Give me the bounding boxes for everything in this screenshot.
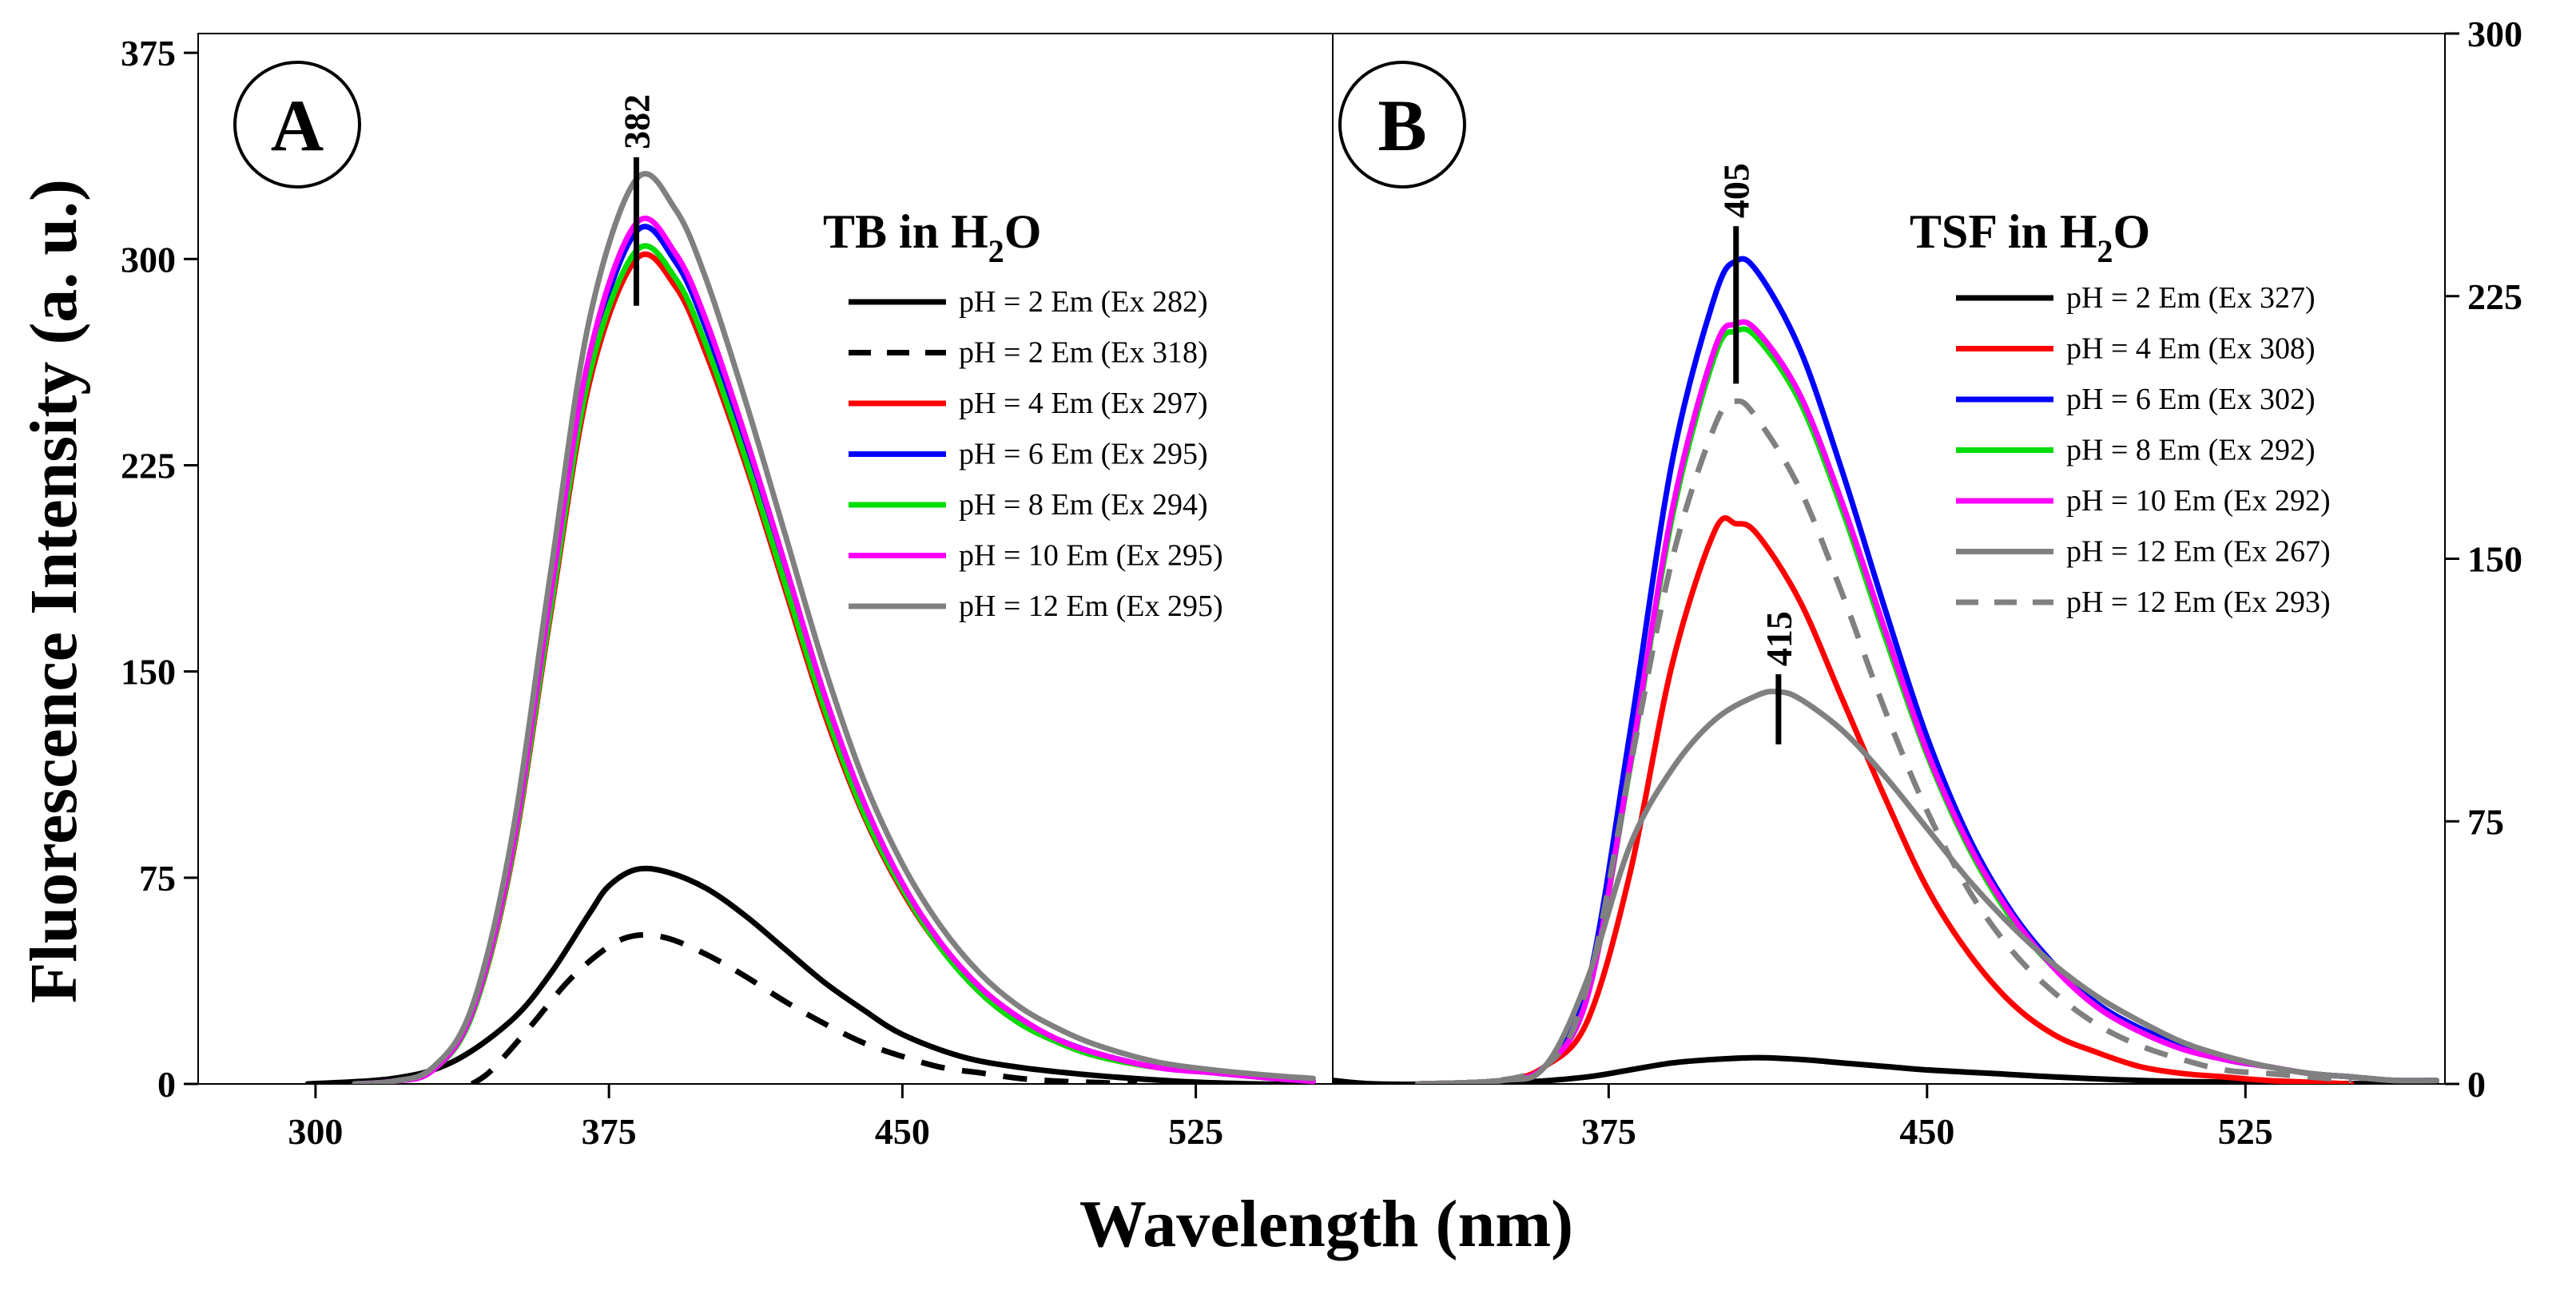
x-tick-label: 450: [1899, 1111, 1954, 1152]
x-tick-label: 525: [1168, 1111, 1223, 1152]
series-line-1: [304, 865, 1316, 1084]
legend-label: pH = 4 Em (Ex 297): [959, 387, 1208, 420]
y-tick-label: 225: [2467, 276, 2522, 317]
panel-title: TSF in H2O: [1910, 205, 2150, 269]
legend-label: pH = 4 Em (Ex 308): [2066, 332, 2316, 366]
legend-label: pH = 10 Em (Ex 292): [2066, 484, 2331, 518]
x-tick-label: 450: [875, 1111, 930, 1152]
panel-title-sub: 2: [988, 233, 1004, 269]
x-tick-label: 300: [288, 1111, 343, 1152]
peak-marker-label: 415: [1759, 611, 1799, 666]
legend-label: pH = 8 Em (Ex 292): [2066, 434, 2316, 467]
x-tick-label: 375: [1581, 1111, 1636, 1152]
legend-label: pH = 12 Em (Ex 295): [959, 589, 1223, 623]
panel-title-main: TSF in H: [1910, 205, 2097, 258]
series-line-6: [1414, 689, 2439, 1084]
y-tick-label: 0: [2467, 1064, 2486, 1105]
panel-title-end: O: [1004, 205, 1042, 258]
legend-label: pH = 10 Em (Ex 295): [959, 539, 1223, 573]
legend-label: pH = 2 Em (Ex 327): [2066, 281, 2316, 315]
legend-label: pH = 2 Em (Ex 282): [959, 285, 1208, 319]
x-tick-label: 375: [582, 1111, 637, 1152]
panel-title: TB in H2O: [823, 205, 1041, 269]
panel-letter-circle: [233, 61, 361, 189]
series-line-7: [1459, 398, 2352, 1084]
series-group: [1333, 256, 2439, 1084]
panel-letter-circle: [1338, 61, 1466, 189]
legend-label: pH = 6 Em (Ex 302): [2066, 383, 2316, 416]
panel-a: 300 375 450 525 0 75 150 225 300 375 382 A TB in H2O…: [121, 33, 1334, 1152]
y-axis-title: Fluorescence Intensity (a. u.): [17, 179, 91, 1003]
panel-title-main: TB in H: [823, 205, 988, 258]
series-group: [304, 171, 1316, 1084]
panel-letter: A: [271, 85, 324, 166]
y-tick-label: 300: [121, 239, 176, 280]
peak-marker-label: 405: [1716, 163, 1757, 218]
panel-title-sub: 2: [2097, 233, 2113, 269]
y-tick-label: 75: [139, 858, 176, 899]
series-line-1: [1333, 1054, 2439, 1084]
legend-label: pH = 12 Em (Ex 293): [2066, 585, 2331, 619]
legend-label: pH = 2 Em (Ex 318): [959, 336, 1208, 370]
x-axis-title: Wavelength (nm): [1079, 1187, 1573, 1261]
series-line-7: [352, 171, 1316, 1084]
peak-marker-label: 382: [616, 94, 657, 149]
y-tick-label: 225: [121, 445, 176, 486]
y-tick-label: 75: [2467, 801, 2504, 842]
series-line-2: [470, 931, 1138, 1084]
series-line-2: [1414, 515, 2355, 1084]
legend-label: pH = 8 Em (Ex 294): [959, 488, 1208, 522]
x-tick-label: 525: [2218, 1111, 2273, 1152]
y-tick-label: 150: [121, 652, 176, 693]
y-tick-label: 375: [121, 33, 176, 73]
panel-title-end: O: [2113, 205, 2151, 258]
y-tick-label: 300: [2467, 14, 2522, 54]
panel-letter: B: [1377, 85, 1426, 166]
legend-label: pH = 6 Em (Ex 295): [959, 438, 1208, 471]
y-tick-label: 0: [157, 1064, 176, 1105]
legend-label: pH = 12 Em (Ex 267): [2066, 535, 2331, 569]
y-tick-label: 150: [2467, 539, 2522, 580]
